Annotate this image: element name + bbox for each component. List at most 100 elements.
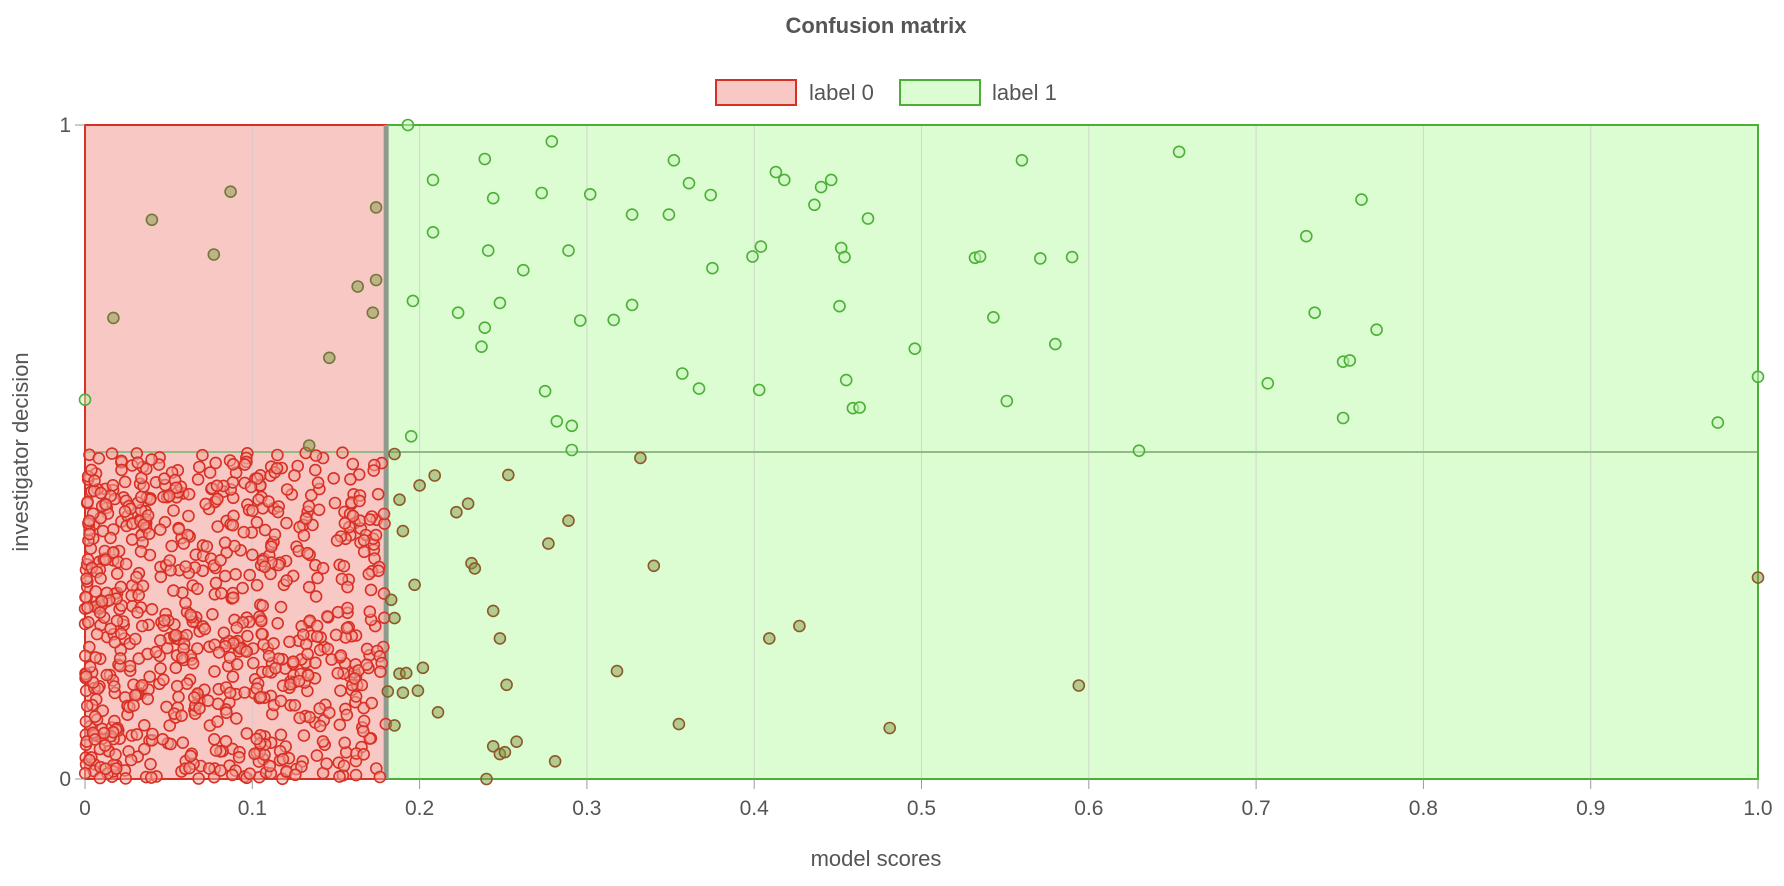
point-label-0-cluster bbox=[134, 545, 148, 558]
point-label-0-cluster bbox=[301, 647, 314, 661]
point-label-0-cluster bbox=[211, 715, 224, 728]
point-label-0-cluster bbox=[268, 528, 282, 541]
point-label-1 bbox=[475, 340, 488, 354]
point-label-0-cluster bbox=[302, 580, 316, 594]
point-label-0-cluster bbox=[336, 446, 349, 460]
data-points bbox=[78, 118, 1765, 786]
y-tick-label: 0 bbox=[59, 768, 71, 791]
point-label-0-cluster bbox=[230, 621, 244, 635]
point-label-1 bbox=[538, 384, 552, 398]
point-label-0-cluster bbox=[286, 655, 300, 669]
point-label-0-cluster bbox=[158, 614, 171, 627]
point-label-0-cluster bbox=[240, 727, 254, 740]
point-label-0-cluster bbox=[250, 515, 264, 529]
point-label-0-cluster bbox=[182, 487, 196, 501]
point-label-0-cluster bbox=[114, 580, 128, 594]
point-label-0-cluster bbox=[128, 688, 142, 702]
point-label-1 bbox=[675, 367, 689, 380]
point-label-0-cluster bbox=[85, 463, 98, 477]
point-label-0-cluster bbox=[81, 495, 94, 509]
point-label-0-cluster bbox=[270, 461, 284, 475]
point-label-0-cluster bbox=[154, 634, 167, 647]
point-label-0-cluster bbox=[280, 516, 293, 530]
point-label-1 bbox=[1034, 252, 1047, 265]
point-label-0-cluster bbox=[328, 496, 342, 510]
point-label-1 bbox=[853, 401, 866, 414]
point-label-0 bbox=[366, 306, 380, 320]
point-label-0-cluster bbox=[163, 554, 177, 567]
point-label-1 bbox=[565, 419, 579, 433]
point-label-0-cluster bbox=[250, 578, 264, 592]
point-label-0-cluster bbox=[244, 480, 258, 494]
point-label-0-cluster bbox=[313, 719, 327, 733]
point-label-0 bbox=[396, 524, 410, 538]
point-label-0-cluster bbox=[357, 747, 371, 761]
point-label-1 bbox=[1336, 411, 1350, 425]
point-label-1 bbox=[808, 198, 821, 212]
point-label-0-cluster bbox=[344, 472, 357, 486]
point-label-0-cluster bbox=[321, 642, 335, 656]
point-label-0-cluster bbox=[364, 583, 378, 597]
point-label-0-cluster bbox=[238, 686, 251, 699]
point-label-0 bbox=[542, 537, 555, 550]
point-label-1 bbox=[682, 176, 696, 190]
point-label-0-cluster bbox=[346, 509, 360, 523]
point-label-0-cluster bbox=[341, 580, 354, 594]
point-label-0-cluster bbox=[363, 605, 377, 619]
point-label-0 bbox=[562, 514, 575, 528]
point-label-0-cluster bbox=[110, 567, 124, 581]
point-label-1 bbox=[692, 382, 706, 395]
point-label-0-cluster bbox=[132, 588, 145, 602]
point-label-0-cluster bbox=[373, 770, 387, 784]
legend-item-label-0[interactable]: label 0 bbox=[715, 79, 874, 106]
point-label-0 bbox=[1072, 679, 1086, 692]
point-label-0-cluster bbox=[88, 474, 101, 488]
point-label-0-cluster bbox=[188, 691, 201, 704]
point-label-0-cluster bbox=[288, 768, 302, 782]
point-label-0-cluster bbox=[184, 608, 197, 622]
point-label-0-cluster bbox=[145, 602, 159, 616]
point-label-0-cluster bbox=[99, 498, 113, 511]
point-label-1 bbox=[746, 250, 759, 263]
point-label-0-cluster bbox=[104, 622, 117, 636]
point-label-0-cluster bbox=[248, 747, 261, 761]
point-label-0-cluster bbox=[330, 534, 344, 547]
point-label-0-cluster bbox=[95, 594, 109, 608]
point-label-1 bbox=[1000, 394, 1014, 408]
point-label-1 bbox=[493, 296, 507, 310]
point-label-0-cluster bbox=[154, 523, 167, 537]
point-label-0-cluster bbox=[243, 568, 256, 582]
point-label-0-cluster bbox=[220, 706, 233, 720]
point-label-0-cluster bbox=[80, 699, 94, 713]
point-label-0-cluster bbox=[169, 661, 183, 675]
point-label-0-cluster bbox=[230, 712, 243, 725]
point-label-0-cluster bbox=[218, 569, 232, 583]
point-label-1 bbox=[607, 313, 621, 327]
point-label-1 bbox=[667, 154, 681, 167]
point-label-0-cluster bbox=[208, 732, 221, 746]
point-label-0-cluster bbox=[130, 728, 144, 741]
point-label-0-cluster bbox=[99, 762, 112, 776]
point-label-0-cluster bbox=[269, 661, 282, 675]
point-label-0-cluster bbox=[246, 548, 259, 562]
point-label-0 bbox=[480, 772, 493, 786]
point-label-0-cluster bbox=[119, 557, 133, 571]
point-label-0-cluster bbox=[353, 494, 366, 508]
point-label-0-cluster bbox=[246, 504, 259, 518]
point-label-0-cluster bbox=[271, 448, 284, 462]
point-label-0-cluster bbox=[309, 449, 323, 462]
point-label-0-cluster bbox=[337, 559, 351, 573]
point-label-1 bbox=[1015, 154, 1029, 167]
point-label-0-cluster bbox=[256, 599, 270, 613]
point-label-1 bbox=[814, 180, 828, 194]
point-label-0-cluster bbox=[142, 527, 156, 541]
point-label-0 bbox=[207, 248, 221, 261]
point-label-1 bbox=[1711, 416, 1725, 429]
point-label-0-cluster bbox=[320, 757, 333, 771]
point-label-1 bbox=[401, 118, 415, 132]
point-label-0-cluster bbox=[141, 509, 155, 522]
point-label-0-cluster bbox=[127, 699, 140, 712]
legend-item-label-1[interactable]: label 1 bbox=[899, 79, 1057, 106]
point-label-0-cluster bbox=[283, 635, 296, 649]
point-label-0-cluster bbox=[79, 670, 93, 683]
